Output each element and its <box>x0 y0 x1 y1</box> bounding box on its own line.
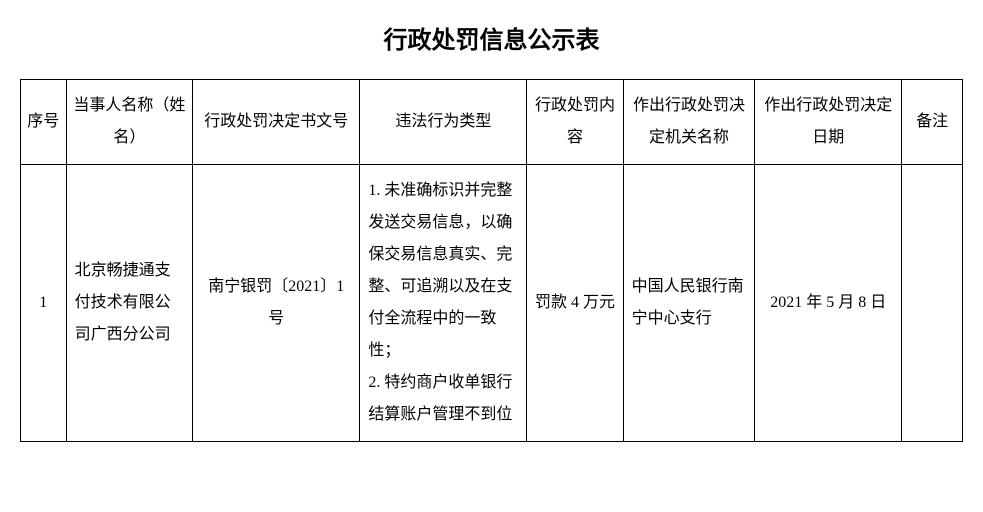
col-header-index: 序号 <box>21 80 67 165</box>
cell-violation: 1. 未准确标识并完整发送交易信息，以确保交易信息真实、完整、可追溯以及在支付全… <box>360 165 527 442</box>
cell-party: 北京畅捷通支付技术有限公司广西分公司 <box>66 165 193 442</box>
cell-docno: 南宁银罚〔2021〕1 号 <box>193 165 360 442</box>
page-title: 行政处罚信息公示表 <box>20 20 963 55</box>
cell-remark <box>902 165 963 442</box>
col-header-remark: 备注 <box>902 80 963 165</box>
cell-authority: 中国人民银行南宁中心支行 <box>623 165 755 442</box>
penalty-table: 序号 当事人名称（姓名） 行政处罚决定书文号 违法行为类型 行政处罚内容 作出行… <box>20 79 963 442</box>
cell-index: 1 <box>21 165 67 442</box>
cell-content: 罚款 4 万元 <box>527 165 623 442</box>
table-row: 1 北京畅捷通支付技术有限公司广西分公司 南宁银罚〔2021〕1 号 1. 未准… <box>21 165 963 442</box>
cell-date: 2021 年 5 月 8 日 <box>755 165 902 442</box>
col-header-docno: 行政处罚决定书文号 <box>193 80 360 165</box>
col-header-date: 作出行政处罚决定日期 <box>755 80 902 165</box>
col-header-party: 当事人名称（姓名） <box>66 80 193 165</box>
col-header-content: 行政处罚内容 <box>527 80 623 165</box>
col-header-violation: 违法行为类型 <box>360 80 527 165</box>
table-header-row: 序号 当事人名称（姓名） 行政处罚决定书文号 违法行为类型 行政处罚内容 作出行… <box>21 80 963 165</box>
col-header-authority: 作出行政处罚决定机关名称 <box>623 80 755 165</box>
